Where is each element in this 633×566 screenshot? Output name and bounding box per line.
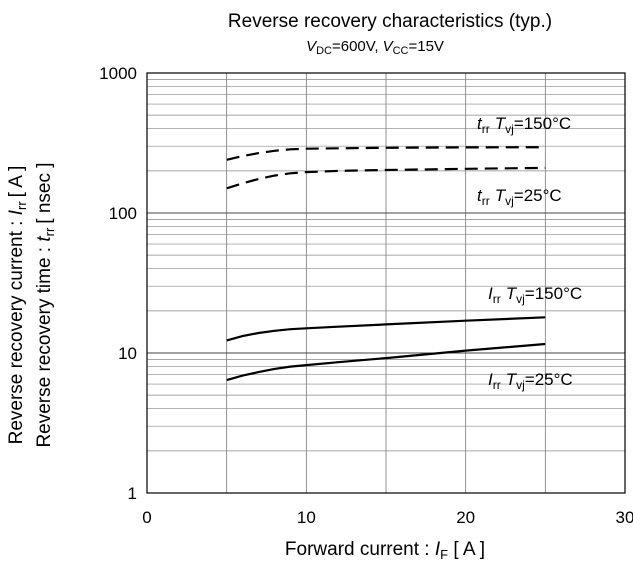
x-axis-label-subscript: F	[440, 547, 448, 562]
y-axis-label-2-text: Reverse recovery time :	[34, 242, 55, 448]
y-tick-label: 10	[118, 344, 137, 363]
series-label-2: trr Tvj=25°C	[477, 186, 562, 208]
subtitle-vcc-symbol: V	[383, 38, 395, 55]
y-axis-label-2-unit: [ nsec ]	[34, 162, 55, 223]
y-axis-label-2-symbol: t	[34, 236, 55, 242]
y-axis-label-1-symbol: I	[6, 209, 27, 215]
series-label-4: Irr Tvj=25°C	[488, 370, 573, 392]
y-axis-label-1-subscript: rr	[14, 201, 29, 210]
series-line-4	[226, 342, 546, 382]
x-tick-label: 10	[297, 508, 316, 527]
grid	[147, 73, 625, 493]
subtitle-vdc-value: =600V,	[332, 38, 379, 55]
subtitle-vdc-subscript: DC	[316, 45, 332, 57]
chart-subtitle: VDC=600V, VCC=15V	[306, 38, 444, 57]
chart-title: Reverse recovery characteristics (typ.)	[228, 11, 552, 32]
x-axis-label: Forward current : IF [ A ]	[285, 539, 485, 562]
x-axis-label-text: Forward current :	[285, 539, 435, 560]
series-label-1: trr Tvj=150°C	[477, 114, 571, 136]
y-axis-label-1-unit: [ A ]	[6, 166, 27, 198]
subtitle-vcc-value: =15V	[408, 38, 443, 55]
y-axis-label-2: Reverse recovery time : trr [ nsec ]	[34, 162, 57, 447]
subtitle-vcc-subscript: CC	[393, 45, 409, 57]
series-label-3: Irr Tvj=150°C	[488, 284, 582, 306]
tick-labels: 0 10 20 30 1 10 100 1000	[99, 64, 633, 527]
x-tick-label: 30	[616, 508, 633, 527]
series-line-1	[226, 146, 546, 161]
y-tick-label: 1000	[99, 64, 137, 83]
series-line-2	[226, 166, 546, 190]
series-labels: trr Tvj=150°C trr Tvj=25°C Irr Tvj=150°C Irr Tv…	[477, 114, 582, 392]
series-group	[226, 146, 546, 382]
subtitle-vdc-symbol: V	[306, 38, 318, 55]
y-tick-label: 1	[128, 484, 137, 503]
x-axis-label-symbol: I	[435, 539, 441, 560]
y-axis-label-1-text: Reverse recovery current :	[6, 215, 27, 444]
x-tick-label: 0	[142, 508, 151, 527]
y-tick-label: 100	[109, 204, 137, 223]
series-line-3	[226, 316, 546, 342]
x-axis-label-unit: [ A ]	[448, 539, 485, 560]
x-tick-label: 20	[456, 508, 475, 527]
y-axis-label-1: Reverse recovery current : Irr [ A ]	[6, 166, 29, 445]
plot-frame	[146, 72, 626, 494]
y-axis-label-2-subscript: rr	[42, 227, 57, 236]
